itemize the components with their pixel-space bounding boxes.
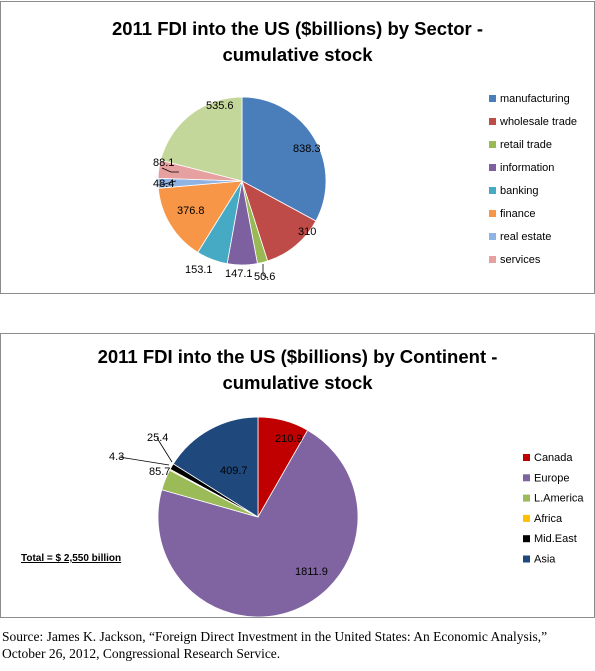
pie-slice-finance [157,180,243,253]
data-label-real-estate: 48.4 [153,178,174,190]
pie-slice-other [160,96,243,182]
sector-title-line2: cumulative stock [222,44,373,65]
legend-label-finance: finance [500,208,535,220]
data-label-finance: 376.8 [177,205,205,217]
data-label-other: 535.6 [206,100,234,112]
sector-chart-panel: 2011 FDI into the US ($billions) by Sect… [0,1,595,294]
legend-label-europe: Europe [534,472,569,484]
legend-swatch-information [489,164,496,171]
leader-line-mid-east [156,437,173,463]
legend-swatch-services [489,256,496,263]
continent-pie-chart: 210.9 1811.9 85.7 4.3 25.4 409.7 Canada Europe L… [109,416,584,617]
pie-slice-asia [172,416,259,518]
legend-label-mid-east: Mid.East [534,533,577,545]
legend-label-manufacturing: manufacturing [500,93,570,105]
legend-swatch-finance [489,210,496,217]
legend-swatch-banking [489,187,496,194]
data-label-l-america: 85.7 [149,466,170,478]
total-note: Total = $ 2,550 billion [21,553,122,564]
pie-slice-europe [157,429,359,617]
legend-label-asia: Asia [534,554,556,566]
data-label-africa: 4.3 [109,451,124,463]
data-label-banking: 153.1 [185,264,213,276]
pie-slice-manufacturing [241,96,327,222]
data-label-wholesale-trade: 310 [298,226,316,238]
continent-title-line2: cumulative stock [222,372,373,393]
legend-label-real-estate: real estate [500,231,551,243]
data-label-services: 88.1 [153,157,174,169]
data-label-information: 147.1 [225,268,253,280]
continent-chart-title: 2011 FDI into the US ($billions) by Cont… [1,344,594,396]
legend-label-wholesale-trade: wholesale trade [499,116,577,128]
data-label-mid-east: 25.4 [147,432,168,444]
data-label-retail-trade: 50.6 [254,271,275,283]
leader-line-retail-trade [262,264,269,279]
legend-swatch-manufacturing [489,95,496,102]
pie-slice-wholesale-trade [241,180,317,262]
legend-label-services: services [500,254,541,266]
data-label-canada: 210.9 [275,433,303,445]
legend-swatch-europe [523,474,530,482]
sector-chart-title: 2011 FDI into the US ($billions) by Sect… [1,16,594,68]
legend-label-canada: Canada [534,452,573,464]
legend-swatch-asia [523,555,530,563]
legend-swatch-wholesale-trade [489,118,496,125]
leader-line-africa [118,456,170,466]
data-label-manufacturing: 838.3 [293,143,321,155]
leader-line-services [161,167,179,173]
continent-title-line1: 2011 FDI into the US ($billions) by Cont… [97,346,498,367]
leader-line-real-estate [160,180,177,186]
legend-label-africa: Africa [534,513,563,525]
source-citation: Source: James K. Jackson, “Foreign Direc… [2,629,548,661]
legend-swatch-africa [523,514,530,522]
legend-swatch-retail-trade [489,141,496,148]
legend-swatch-l-america [523,494,530,502]
data-label-asia: 409.7 [220,465,248,477]
legend-label-l-america: L.America [534,493,584,505]
legend-label-retail-trade: retail trade [500,139,552,151]
sector-title-line1: 2011 FDI into the US ($billions) by Sect… [111,18,484,39]
data-label-europe: 1811.9 [295,566,328,578]
legend-swatch-canada [523,454,530,461]
continent-chart-panel: 2011 FDI into the US ($billions) by Cont… [0,333,595,618]
legend-swatch-real-estate [489,233,496,240]
legend-swatch-mid-east [523,535,530,543]
legend-label-information: information [500,162,554,174]
legend-label-banking: banking [500,185,539,197]
